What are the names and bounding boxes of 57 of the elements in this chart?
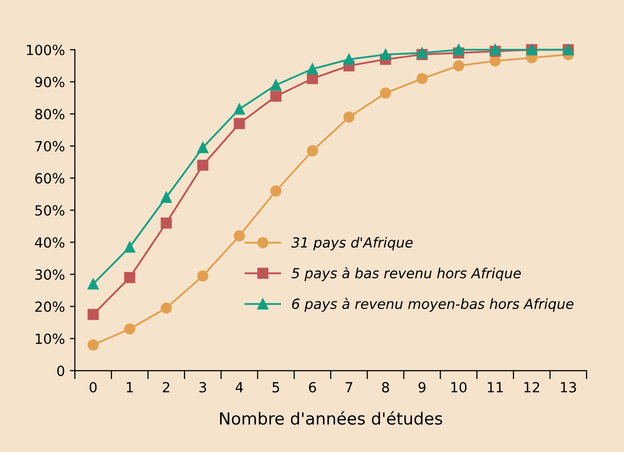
point [124, 323, 136, 334]
point [197, 270, 208, 282]
y-tick-label: 40% [34, 237, 64, 248]
point [270, 185, 282, 196]
point [197, 142, 208, 154]
point [343, 54, 355, 65]
y-tick-label: 50% [35, 205, 64, 216]
legend-label: 6 pays à revenu moyen-bas hors Afrique [292, 298, 574, 312]
x-tick-label: 9 [418, 382, 426, 392]
x-tick-label: 10 [451, 382, 467, 392]
point [88, 308, 99, 320]
point [160, 217, 172, 229]
y-tick-label: 90% [35, 76, 64, 88]
y-tick-label: 30% [35, 269, 64, 280]
x-tick-label: 2 [162, 382, 170, 392]
point [160, 302, 172, 314]
point [306, 145, 318, 156]
x-tick-label: 12 [524, 382, 540, 392]
x-tick-label: 0 [90, 382, 97, 392]
y-tick-label: 100% [26, 44, 64, 56]
legend-label: 5 pays à bas revenu hors Afrique [292, 267, 521, 282]
y-tick-label: 0 [57, 366, 64, 376]
point [234, 230, 245, 242]
point [197, 160, 208, 171]
point [160, 192, 172, 203]
point [270, 90, 282, 102]
point [234, 104, 245, 115]
point [490, 55, 501, 67]
x-tick-label: 1 [126, 382, 133, 392]
point [380, 87, 392, 99]
x-tick-label: 4 [236, 382, 243, 392]
legend-label: 31 pays d'Afrique [291, 236, 413, 250]
point [453, 44, 464, 56]
x-axis-title: Nombre d'années d'études [220, 411, 442, 425]
x-tick-label: 13 [560, 382, 576, 392]
point [416, 73, 428, 84]
point [270, 79, 282, 91]
y-tick-label: 60% [35, 173, 64, 184]
x-tick-label: 6 [308, 382, 316, 392]
x-tick-label: 7 [346, 382, 352, 392]
x-tick-label: 8 [382, 382, 390, 392]
x-tick-label: 5 [272, 382, 280, 392]
point [343, 112, 355, 123]
point [88, 339, 99, 351]
point [124, 242, 136, 253]
point [124, 272, 136, 284]
point [306, 63, 318, 75]
y-tick-label: 80% [35, 108, 64, 120]
point [453, 60, 464, 72]
x-tick-label: 11 [488, 382, 503, 392]
point [88, 278, 99, 290]
point [234, 118, 245, 130]
y-tick-label: 10% [36, 334, 64, 344]
y-tick-label: 70% [35, 140, 64, 152]
y-tick-label: 20% [35, 301, 64, 312]
point [380, 48, 392, 60]
x-tick-label: 3 [199, 382, 206, 392]
